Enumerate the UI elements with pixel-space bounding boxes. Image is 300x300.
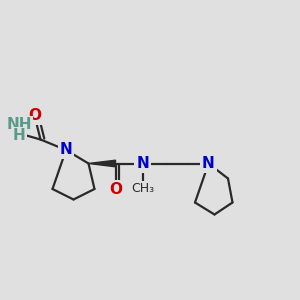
Text: O: O: [28, 108, 41, 123]
Text: N: N: [136, 156, 149, 171]
Text: H: H: [13, 128, 26, 142]
Text: N: N: [60, 142, 72, 158]
Text: N: N: [202, 156, 215, 171]
Polygon shape: [88, 160, 116, 167]
Text: NH: NH: [7, 117, 32, 132]
Text: CH₃: CH₃: [131, 182, 154, 196]
Text: O: O: [109, 182, 122, 196]
